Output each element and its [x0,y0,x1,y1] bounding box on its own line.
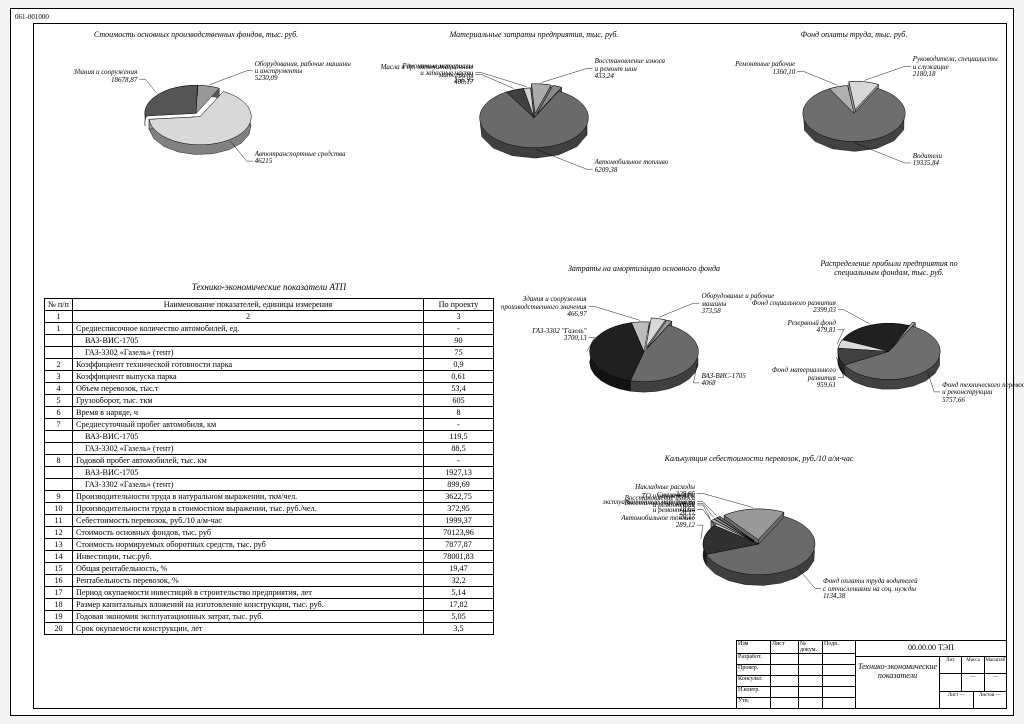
pie-chart-3: Фонд оплаты труда, тыс. руб. Водители193… [704,30,1004,203]
table-row: 8Годовой пробег автомобилей, тыс. км- [45,455,494,467]
chart-title: Затраты на амортизацию основного фонда [514,264,774,273]
document-number: 061-001000 [15,13,49,21]
engineering-title-block: Изм Лист № докум. Подп. Разработ. Провер… [736,640,1006,708]
table-row: ВАЗ-ВИС-17051927,13 [45,467,494,479]
indicators-table: Технико-экономические показатели АТП № п… [44,282,494,635]
table-row: 12Стоимость основных фондов, тыс. руб701… [45,527,494,539]
table-row: 20Срок окупаемости конструкции, лет3,5 [45,623,494,635]
pie-chart-6: Калькуляция себестоимости перевозок, руб… [594,454,924,642]
pie-chart-2: Материальные затраты предприятия, тыс. р… [384,30,684,213]
chart-label: Фонд социального развития2399,03 [752,300,836,315]
chart-label: Автотранспортные средства46215 [255,151,346,166]
chart-label: Фонд технического перевооруженияи реконс… [942,382,1024,404]
table-row: ГАЗ-3302 «Газель» (тент)75 [45,347,494,359]
chart-label: Восстановление износаи ремонт шин433,24 [595,58,665,80]
table-row: 7Среднесуточный пробег автомобиля, км- [45,419,494,431]
chart-title: Калькуляция себестоимости перевозок, руб… [594,454,924,463]
table-row: 5Грузооборот, тыс. ткм605 [45,395,494,407]
chart-label: Ремонтные рабочие1360,10 [735,61,795,76]
chart-title: Фонд оплаты труда, тыс. руб. [704,30,1004,39]
pie-chart-5: Распределение прибыли предприятия по спе… [774,259,1004,441]
chart-label: Автомобильное топливо6209,38 [595,159,669,174]
chart-label: Оборудования, рабочие машиныи инструмент… [255,61,351,83]
table-row: 14Инвестиции, тыс.руб.78001,83 [45,551,494,563]
table-row: 4Объем перевозок, тыс.т53,4 [45,383,494,395]
chart-label: Фонд материальногоразвития959,61 [772,367,836,389]
table-row: 3Коэффициент выпуска парка0,61 [45,371,494,383]
chart-label: Фонд оплаты труда водителейс отчислениям… [823,578,918,600]
table-row: ГАЗ-3302 «Газель» (тент)899,69 [45,479,494,491]
drawing-caption: Технико-экономические показатели [856,657,940,708]
table-row: ВАЗ-ВИС-1705119,5 [45,431,494,443]
table-title: Технико-экономические показатели АТП [44,282,494,292]
chart-title: Распределение прибыли предприятия по спе… [774,259,1004,277]
table-row: 11Себестоимость перевозок, руб./10 а/м-ч… [45,515,494,527]
chart-label: ГАЗ-3302 "Газель"3700,13 [532,328,586,343]
table-row: ВАЗ-ВИС-170590 [45,335,494,347]
chart-label: Руководители, специалистыи служащие2180,… [913,56,998,78]
table-row: 13Стоимость нормируемых оборотных средст… [45,539,494,551]
table-row: 17Период окупаемости инвестиций в строит… [45,587,494,599]
col-name: Наименование показателей, единицы измере… [73,299,424,311]
chart-label: Накладные расходы328,95 [635,484,695,499]
col-val: По проекту [424,299,494,311]
data-table: № п/п Наименование показателей, единицы … [44,298,494,635]
table-row: ГАЗ-3302 «Газель» (тент)88,5 [45,443,494,455]
table-row: 2Коэффициент технической готовности парк… [45,359,494,371]
chart-title: Стоимость основных производственных фонд… [46,30,346,39]
table-row: 1Среднесписочное количество автомобилей,… [45,323,494,335]
pie-chart-4: Затраты на амортизацию основного фонда В… [514,264,774,447]
chart-label: Ремонтные материалыи запасные части156,9… [402,63,473,85]
table-row: 15Общая рентабельность, %19,47 [45,563,494,575]
chart-label: Здания и сооруженияпроизводственного зна… [501,296,587,318]
chart-label: Здания и сооружения18678,87 [73,69,137,84]
chart-title: Материальные затраты предприятия, тыс. р… [384,30,684,39]
drawing-sheet: 061-001000 Стоимость основных производст… [10,8,1014,716]
col-num: № п/п [45,299,73,311]
drawing-code: 00.00.00 ТЭП [856,641,1006,657]
inner-frame: Стоимость основных производственных фонд… [33,23,1007,709]
table-row: 6Время в наряде, ч8 [45,407,494,419]
table-row: 18Размер капитальных вложений на изготов… [45,599,494,611]
chart-label: Водители19335,84 [913,153,942,168]
pie-chart-1: Стоимость основных производственных фонд… [46,30,346,203]
table-row: 16Рентабельность перевозок, %32,2 [45,575,494,587]
chart-label: ВАЗ-ВИС-17054068 [701,373,745,388]
chart-label: Резервный фонд479,81 [788,320,836,335]
table-row: 19Годовая экономия эксплуатационных затр… [45,611,494,623]
table-row: 9Производительности труда в натуральном … [45,491,494,503]
table-row: 10Производительности труда в стоимостном… [45,503,494,515]
